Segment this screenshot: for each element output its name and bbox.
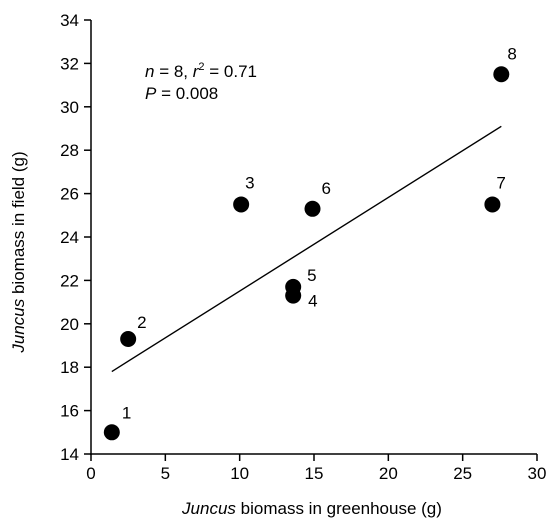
r-exponent: 2 <box>198 61 204 73</box>
data-point-label-4: 4 <box>308 292 317 311</box>
y-tick-label: 14 <box>60 445 79 464</box>
r-symbol: r <box>193 62 200 81</box>
x-tick-label: 25 <box>453 464 472 483</box>
y-tick-label: 30 <box>60 98 79 117</box>
x-tick-label: 10 <box>230 464 249 483</box>
x-tick-label: 0 <box>86 464 95 483</box>
y-axis-title: Juncus biomass in field (g) <box>9 151 28 353</box>
data-point-2 <box>120 330 137 347</box>
data-point-1 <box>103 424 120 441</box>
r-value: = 0.71 <box>205 62 257 81</box>
y-tick-label: 34 <box>60 11 79 30</box>
y-axis-title-italic: Juncus <box>9 298 28 353</box>
data-point-7 <box>484 196 501 213</box>
x-tick-label: 15 <box>305 464 324 483</box>
data-point-label-7: 7 <box>496 173 505 192</box>
y-tick-label: 16 <box>60 402 79 421</box>
y-tick-label: 28 <box>60 141 79 160</box>
y-tick-label: 32 <box>60 54 79 73</box>
data-point-label-6: 6 <box>322 179 331 198</box>
data-point-8 <box>493 66 510 83</box>
y-tick-label: 20 <box>60 315 79 334</box>
data-point-5 <box>285 278 302 295</box>
n-value: = 8, <box>154 62 192 81</box>
x-axis-title: Juncus biomass in greenhouse (g) <box>181 499 442 518</box>
x-tick-label: 30 <box>528 464 546 483</box>
x-tick-label: 5 <box>161 464 170 483</box>
data-point-label-5: 5 <box>307 266 316 285</box>
data-point-label-3: 3 <box>245 173 254 192</box>
y-tick-label: 26 <box>60 185 79 204</box>
data-point-6 <box>304 200 321 217</box>
data-marks: 1 2 3 4 5 6 7 8 <box>103 44 517 441</box>
data-point-3 <box>233 196 250 213</box>
data-point-label-1: 1 <box>122 403 131 422</box>
stats-line-2: P = 0.008 <box>145 84 218 103</box>
y-tick-label: 22 <box>60 271 79 290</box>
y-axis-title-rest: biomass in field (g) <box>9 151 28 298</box>
x-axis-title-rest: biomass in greenhouse (g) <box>236 499 442 518</box>
y-tick-label: 18 <box>60 358 79 377</box>
n-symbol: n <box>145 62 154 81</box>
stats-line-1: n = 8, r2 = 0.71 <box>145 61 257 81</box>
x-tick-label: 20 <box>379 464 398 483</box>
data-point-label-8: 8 <box>507 44 516 63</box>
p-symbol: P <box>145 84 157 103</box>
y-tick-label: 24 <box>60 228 79 247</box>
regression-line <box>111 125 502 373</box>
x-axis-title-italic: Juncus <box>181 499 236 518</box>
data-point-label-2: 2 <box>137 313 146 332</box>
p-value: = 0.008 <box>156 84 218 103</box>
